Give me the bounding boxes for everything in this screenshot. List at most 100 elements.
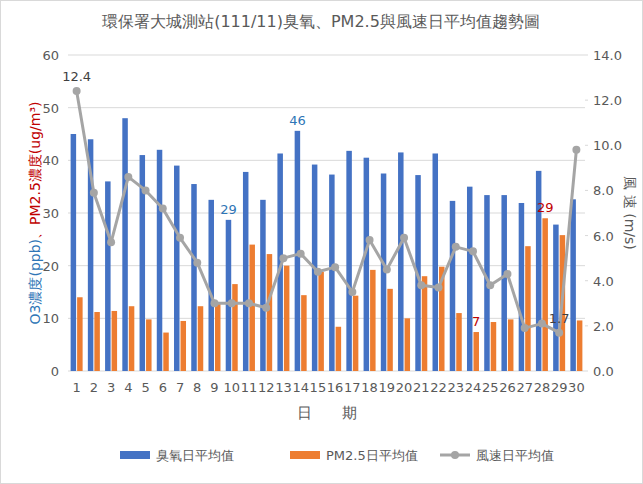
y2-tick-label: 0.0: [593, 364, 614, 379]
y2-tick: [585, 325, 588, 326]
y2-tick-label: 12.0: [593, 93, 622, 108]
y2-tick-label: 6.0: [593, 229, 614, 244]
data-label: 1.7: [549, 311, 570, 326]
bar: [577, 320, 583, 371]
marker: [228, 299, 236, 307]
title: 環保署大城測站(111/11)臭氧、PM2.5與風速日平均值趨勢圖: [102, 12, 540, 31]
marker: [297, 250, 305, 258]
marker: [262, 304, 270, 312]
marker: [176, 234, 184, 242]
bar: [473, 332, 479, 371]
x-tick-label: 13: [275, 380, 292, 395]
bar: [77, 297, 83, 371]
y2-tick: [585, 100, 588, 101]
bar: [249, 245, 255, 371]
y-tick-label: 50: [42, 101, 59, 116]
bar: [243, 172, 249, 371]
y2-axis-title: 風 速 (m/s): [622, 176, 638, 249]
x-tick-label: 20: [396, 380, 413, 395]
marker: [400, 234, 408, 242]
marker: [521, 324, 529, 332]
bar: [301, 295, 307, 371]
grid-line: [68, 107, 585, 108]
bar: [387, 289, 393, 371]
bar: [364, 158, 370, 371]
x-tick-label: 14: [292, 380, 309, 395]
x-tick-label: 26: [499, 380, 516, 395]
bar: [267, 254, 273, 371]
x-tick-label: 11: [241, 380, 258, 395]
marker: [142, 186, 150, 194]
bar: [370, 270, 376, 371]
bar: [336, 327, 342, 371]
grid-line: [68, 265, 585, 266]
bar: [71, 134, 77, 371]
bar: [329, 175, 335, 371]
marker: [73, 87, 81, 95]
bar: [112, 311, 118, 371]
marker: [555, 329, 563, 337]
x-tick-label: 28: [534, 380, 551, 395]
marker: [572, 146, 580, 154]
bar: [450, 201, 456, 371]
bar: [208, 200, 214, 371]
y2-tick: [585, 55, 588, 56]
marker: [486, 281, 494, 289]
data-label: 29: [537, 200, 554, 215]
y2-tick: [585, 371, 588, 372]
bar: [491, 322, 497, 371]
x-tick-label: 22: [430, 380, 447, 395]
x-tick-label: 19: [379, 380, 396, 395]
marker: [435, 283, 443, 291]
y-tick-label: 20: [42, 259, 59, 274]
x-tick-label: 23: [447, 380, 464, 395]
bar: [129, 306, 135, 371]
bar: [174, 166, 180, 371]
bar: [422, 276, 428, 371]
y-axis-title-part: 、PM2.5濃度(ug/m³): [27, 102, 43, 239]
x-tick-label: 27: [516, 380, 533, 395]
bar: [405, 318, 411, 371]
y2-tick: [585, 280, 588, 281]
data-label: 29: [220, 202, 237, 217]
grid-line: [68, 55, 585, 56]
marker: [107, 238, 115, 246]
frame: [1, 1, 643, 484]
marker: [366, 236, 374, 244]
y-tick-label: 0: [51, 364, 59, 379]
bar: [501, 195, 507, 371]
marker: [314, 268, 322, 276]
x-tick-label: 21: [413, 380, 430, 395]
bar: [519, 203, 525, 371]
x-tick-label: 30: [568, 380, 585, 395]
x-tick-label: 18: [361, 380, 378, 395]
y2-tick-label: 14.0: [593, 48, 622, 63]
bar: [122, 118, 128, 371]
marker: [383, 265, 391, 273]
marker: [469, 247, 477, 255]
x-tick-label: 6: [159, 380, 167, 395]
grid-line: [68, 318, 585, 319]
bar: [146, 319, 152, 371]
x-axis-title: 日 期: [297, 404, 357, 422]
x-tick-label: 17: [344, 380, 361, 395]
bar: [232, 284, 238, 371]
x-tick-label: 15: [310, 380, 327, 395]
legend-swatch: [120, 451, 150, 459]
x-tick-label: 1: [72, 380, 80, 395]
y2-tick-label: 4.0: [593, 274, 614, 289]
bar: [260, 200, 266, 371]
bar: [226, 220, 232, 371]
x-tick-label: 8: [193, 380, 201, 395]
bar: [318, 272, 324, 371]
marker: [245, 299, 253, 307]
marker: [90, 189, 98, 197]
data-label: 12.4: [62, 69, 91, 84]
y-axis-title-part: O3濃度(ppb): [27, 239, 43, 325]
x-tick-label: 10: [223, 380, 240, 395]
x-tick-label: 12: [258, 380, 275, 395]
bar: [163, 333, 169, 371]
x-tick-label: 7: [176, 380, 184, 395]
y-tick-label: 60: [42, 48, 59, 63]
legend-label: 臭氧日平均值: [156, 448, 234, 463]
